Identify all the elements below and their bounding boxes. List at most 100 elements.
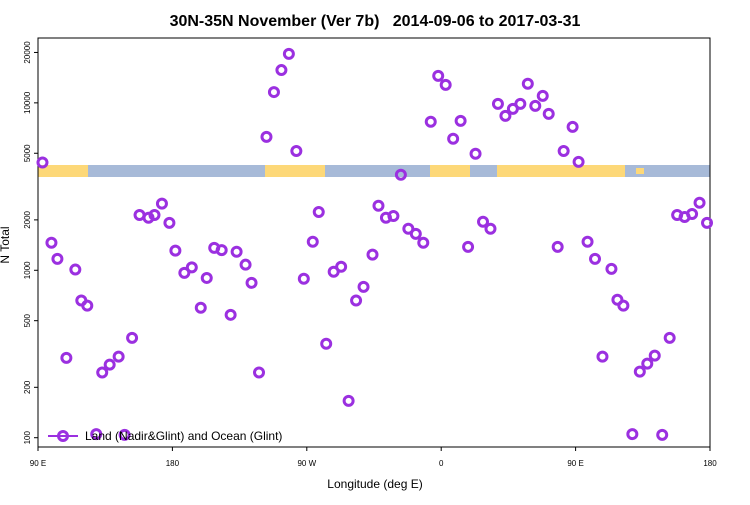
- point: [542, 107, 555, 120]
- point: [126, 331, 139, 344]
- point: [69, 263, 82, 276]
- land-band: [636, 168, 644, 174]
- point: [641, 357, 654, 370]
- point: [335, 260, 348, 273]
- point: [617, 299, 630, 312]
- point: [424, 115, 437, 128]
- point: [245, 276, 258, 289]
- point: [194, 301, 207, 314]
- x-tick-label: 0: [439, 459, 444, 468]
- land-band: [38, 165, 88, 177]
- point: [215, 244, 228, 257]
- point: [469, 147, 482, 160]
- point: [626, 428, 639, 441]
- point: [178, 266, 191, 279]
- point: [275, 64, 288, 77]
- y-tick-label: 200: [23, 380, 32, 394]
- point: [462, 240, 475, 253]
- point: [60, 351, 73, 364]
- point: [432, 69, 445, 82]
- point: [394, 168, 407, 181]
- point: [224, 308, 237, 321]
- point: [656, 428, 669, 441]
- point: [357, 280, 370, 293]
- point: [514, 97, 527, 110]
- point: [267, 86, 280, 99]
- point: [409, 227, 422, 240]
- y-tick-label: 1000: [23, 261, 32, 279]
- point: [529, 99, 542, 112]
- point: [648, 349, 661, 362]
- plot-frame: [37, 37, 711, 448]
- point: [155, 197, 168, 210]
- point: [521, 77, 534, 90]
- point: [282, 47, 295, 60]
- point: [686, 207, 699, 220]
- land-band: [497, 165, 625, 177]
- point: [454, 114, 467, 127]
- land-band: [430, 165, 470, 177]
- point: [701, 216, 714, 229]
- y-tick-label: 2000: [23, 210, 32, 228]
- point: [596, 350, 609, 363]
- x-tick-label: 90 E: [30, 459, 46, 468]
- point: [260, 130, 273, 143]
- x-axis-label: Longitude (deg E): [327, 477, 422, 491]
- land-ocean-band: [38, 165, 710, 177]
- point: [36, 156, 49, 169]
- point: [417, 236, 430, 249]
- point: [90, 428, 103, 441]
- point: [387, 209, 400, 222]
- y-axis-label: N Total: [0, 226, 12, 263]
- point: [566, 120, 579, 133]
- point: [148, 208, 161, 221]
- point: [163, 216, 176, 229]
- point: [297, 272, 310, 285]
- point: [239, 258, 252, 271]
- y-tick-label: 100: [23, 430, 32, 444]
- point: [169, 244, 182, 257]
- y-tick-label: 5000: [23, 144, 32, 162]
- x-tick-label: 180: [166, 459, 180, 468]
- point: [306, 235, 319, 248]
- point: [81, 299, 94, 312]
- point: [185, 261, 198, 274]
- point: [499, 109, 512, 122]
- point: [96, 366, 109, 379]
- point: [589, 252, 602, 265]
- point: [663, 331, 676, 344]
- chart-title: 30N-35N November (Ver 7b) 2014-09-06 to …: [170, 13, 581, 30]
- point: [605, 262, 618, 275]
- point: [350, 294, 363, 307]
- point: [439, 78, 452, 91]
- point: [693, 196, 706, 209]
- land-band: [265, 165, 325, 177]
- point: [230, 245, 243, 258]
- legend-label: Land (Nadir&Glint) and Ocean (Glint): [85, 429, 282, 443]
- point: [45, 236, 58, 249]
- point: [372, 199, 385, 212]
- point: [366, 248, 379, 261]
- point: [51, 252, 64, 265]
- point: [112, 350, 125, 363]
- y-tick-label: 10000: [23, 91, 32, 114]
- point: [447, 132, 460, 145]
- point: [572, 155, 585, 168]
- point: [103, 358, 116, 371]
- point: [557, 144, 570, 157]
- point: [200, 271, 213, 284]
- legend-marker: [57, 430, 69, 442]
- y-tick-label: 500: [23, 313, 32, 327]
- point: [477, 215, 490, 228]
- point: [253, 366, 266, 379]
- point: [118, 428, 131, 441]
- x-tick-label: 90 W: [297, 459, 316, 468]
- point: [320, 337, 333, 350]
- point: [536, 89, 549, 102]
- point: [484, 222, 497, 235]
- point: [551, 240, 564, 253]
- point: [581, 235, 594, 248]
- point: [491, 97, 504, 110]
- point: [312, 205, 325, 218]
